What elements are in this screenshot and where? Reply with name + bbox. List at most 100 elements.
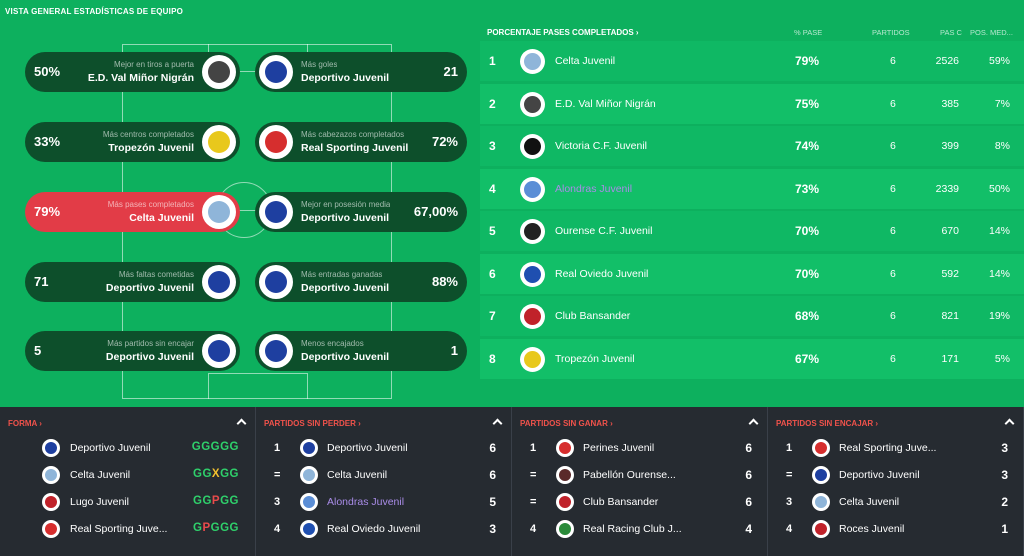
list-item[interactable]: 4 Real Oviedo Juvenil 3	[256, 516, 511, 543]
stat-pill-right-2[interactable]: 67,00% Mejor en posesión media Deportivo J…	[255, 192, 467, 232]
table-row[interactable]: 3 Victoria C.F. Juvenil 74% 6 399 8%	[480, 126, 1024, 166]
stat-team-name[interactable]: Deportivo Juvenil	[105, 351, 194, 363]
team-badge[interactable]	[300, 493, 318, 511]
team-badge[interactable]	[42, 439, 60, 457]
row-team-name[interactable]: E.D. Val Miñor Nigrán	[555, 97, 656, 110]
team-badge[interactable]	[202, 195, 236, 229]
table-row[interactable]: 1 Celta Juvenil 79% 6 2526 59%	[480, 41, 1024, 81]
team-badge[interactable]	[520, 176, 545, 202]
list-item[interactable]: = Pabellón Ourense... 6	[512, 462, 767, 489]
list-team-name[interactable]: Real Sporting Juve...	[839, 442, 937, 454]
col-pos-med[interactable]: POS. MED...	[970, 28, 1013, 37]
stat-team-name[interactable]: Deportivo Juvenil	[105, 282, 194, 294]
stat-pill-right-0[interactable]: 21 Más goles Deportivo Juvenil	[255, 52, 467, 92]
row-team-name[interactable]: Tropezón Juvenil	[555, 352, 635, 365]
list-item[interactable]: Lugo Juvenil GGPGG	[0, 489, 255, 516]
team-badge[interactable]	[812, 466, 830, 484]
stat-pill-right-1[interactable]: 72% Más cabezazos completados Real Sportin…	[255, 122, 467, 162]
team-badge[interactable]	[42, 520, 60, 538]
col-pas-c[interactable]: PAS C	[940, 28, 962, 37]
stat-team-name[interactable]: Deportivo Juvenil	[301, 72, 390, 84]
col-partidos[interactable]: PARTIDOS	[872, 28, 910, 37]
team-badge[interactable]	[202, 55, 236, 89]
stat-pill-left-1[interactable]: 33% Más centros completados Tropezón Juven…	[25, 122, 240, 162]
collapse-chevron-icon[interactable]	[748, 418, 759, 429]
list-item[interactable]: 1 Real Sporting Juve... 3	[768, 435, 1023, 462]
team-badge[interactable]	[520, 219, 545, 244]
list-team-name[interactable]: Celta Juvenil	[70, 469, 131, 481]
team-badge[interactable]	[259, 195, 293, 229]
list-team-name[interactable]: Pabellón Ourense...	[583, 469, 676, 481]
row-team-name[interactable]: Victoria C.F. Juvenil	[555, 140, 648, 152]
stat-pill-right-4[interactable]: 1 Menos encajados Deportivo Juvenil	[255, 331, 467, 371]
team-badge[interactable]	[556, 493, 574, 511]
list-team-name[interactable]: Real Oviedo Juvenil	[327, 523, 421, 535]
stat-team-name[interactable]: Deportivo Juvenil	[301, 282, 390, 294]
list-team-name[interactable]: Alondras Juvenil	[327, 496, 405, 508]
table-row[interactable]: 2 E.D. Val Miñor Nigrán 75% 6 385 7%	[480, 83, 1024, 124]
list-item[interactable]: 4 Roces Juvenil 1	[768, 516, 1023, 543]
team-badge[interactable]	[556, 520, 574, 538]
table-title[interactable]: PORCENTAJE PASES COMPLETADOS ›	[487, 28, 639, 37]
list-item[interactable]: Deportivo Juvenil GGGGG	[0, 435, 255, 462]
stat-pill-left-0[interactable]: 50% Mejor en tiros a puerta E.D. Val Miñor…	[25, 52, 240, 92]
team-badge[interactable]	[520, 49, 545, 74]
stat-pill-left-3[interactable]: 71 Más faltas cometidas Deportivo Juvenil	[25, 262, 240, 302]
team-badge[interactable]	[520, 304, 545, 329]
table-row[interactable]: 6 Real Oviedo Juvenil 70% 6 592 14%	[480, 253, 1024, 294]
col-pase[interactable]: % PASE	[794, 28, 823, 37]
row-team-name[interactable]: Celta Juvenil	[555, 55, 616, 67]
team-badge[interactable]	[812, 439, 830, 457]
list-item[interactable]: = Club Bansander 6	[512, 489, 767, 516]
team-badge[interactable]	[520, 91, 545, 117]
list-team-name[interactable]: Celta Juvenil	[327, 469, 388, 481]
panel-title[interactable]: PARTIDOS SIN GANAR ›	[520, 419, 613, 428]
panel-title[interactable]: PARTIDOS SIN PERDER ›	[264, 419, 361, 428]
team-badge[interactable]	[520, 346, 545, 372]
team-badge[interactable]	[259, 334, 293, 368]
list-item[interactable]: = Deportivo Juvenil 3	[768, 462, 1023, 489]
collapse-chevron-icon[interactable]	[1004, 418, 1015, 429]
table-row[interactable]: 8 Tropezón Juvenil 67% 6 171 5%	[480, 338, 1024, 379]
list-team-name[interactable]: Perines Juvenil	[583, 442, 655, 454]
team-badge[interactable]	[300, 520, 318, 538]
team-badge[interactable]	[556, 439, 574, 457]
team-badge[interactable]	[259, 55, 293, 89]
list-item[interactable]: = Celta Juvenil 6	[256, 462, 511, 489]
panel-title[interactable]: FORMA ›	[8, 419, 42, 428]
row-team-name[interactable]: Club Bansander	[555, 310, 631, 322]
team-badge[interactable]	[520, 134, 545, 159]
stat-pill-right-3[interactable]: 88% Más entradas ganadas Deportivo Juvenil	[255, 262, 467, 302]
team-badge[interactable]	[42, 466, 60, 484]
stat-team-name[interactable]: Deportivo Juvenil	[301, 351, 390, 363]
stat-team-name[interactable]: E.D. Val Miñor Nigrán	[87, 72, 194, 84]
team-badge[interactable]	[520, 261, 545, 287]
collapse-chevron-icon[interactable]	[236, 418, 247, 429]
row-team-name[interactable]: Alondras Juvenil	[555, 182, 633, 195]
stat-team-name[interactable]: Tropezón Juvenil	[108, 142, 194, 154]
team-badge[interactable]	[300, 439, 318, 457]
stat-team-name[interactable]: Real Sporting Juvenil	[301, 142, 409, 154]
team-badge[interactable]	[202, 334, 236, 368]
collapse-chevron-icon[interactable]	[492, 418, 503, 429]
list-team-name[interactable]: Real Racing Club J...	[583, 523, 682, 535]
team-badge[interactable]	[259, 125, 293, 159]
team-badge[interactable]	[202, 265, 236, 299]
stat-pill-left-2[interactable]: 79% Más pases completados Celta Juvenil	[25, 192, 240, 232]
list-item[interactable]: 3 Celta Juvenil 2	[768, 489, 1023, 516]
list-team-name[interactable]: Roces Juvenil	[839, 523, 905, 535]
list-item[interactable]: Real Sporting Juve... GPGGG	[0, 516, 255, 543]
table-row[interactable]: 7 Club Bansander 68% 6 821 19%	[480, 296, 1024, 336]
list-item[interactable]: 1 Perines Juvenil 6	[512, 435, 767, 462]
list-item[interactable]: 1 Deportivo Juvenil 6	[256, 435, 511, 462]
team-badge[interactable]	[812, 493, 830, 511]
team-badge[interactable]	[259, 265, 293, 299]
list-item[interactable]: 3 Alondras Juvenil 5	[256, 489, 511, 516]
stat-team-name[interactable]: Celta Juvenil	[129, 212, 194, 224]
row-team-name[interactable]: Ourense C.F. Juvenil	[555, 225, 653, 237]
list-team-name[interactable]: Deportivo Juvenil	[839, 469, 920, 481]
panel-title[interactable]: PARTIDOS SIN ENCAJAR ›	[776, 419, 879, 428]
table-row[interactable]: 4 Alondras Juvenil 73% 6 2339 50%	[480, 168, 1024, 209]
team-badge[interactable]	[812, 520, 830, 538]
list-team-name[interactable]: Deportivo Juvenil	[327, 442, 408, 454]
